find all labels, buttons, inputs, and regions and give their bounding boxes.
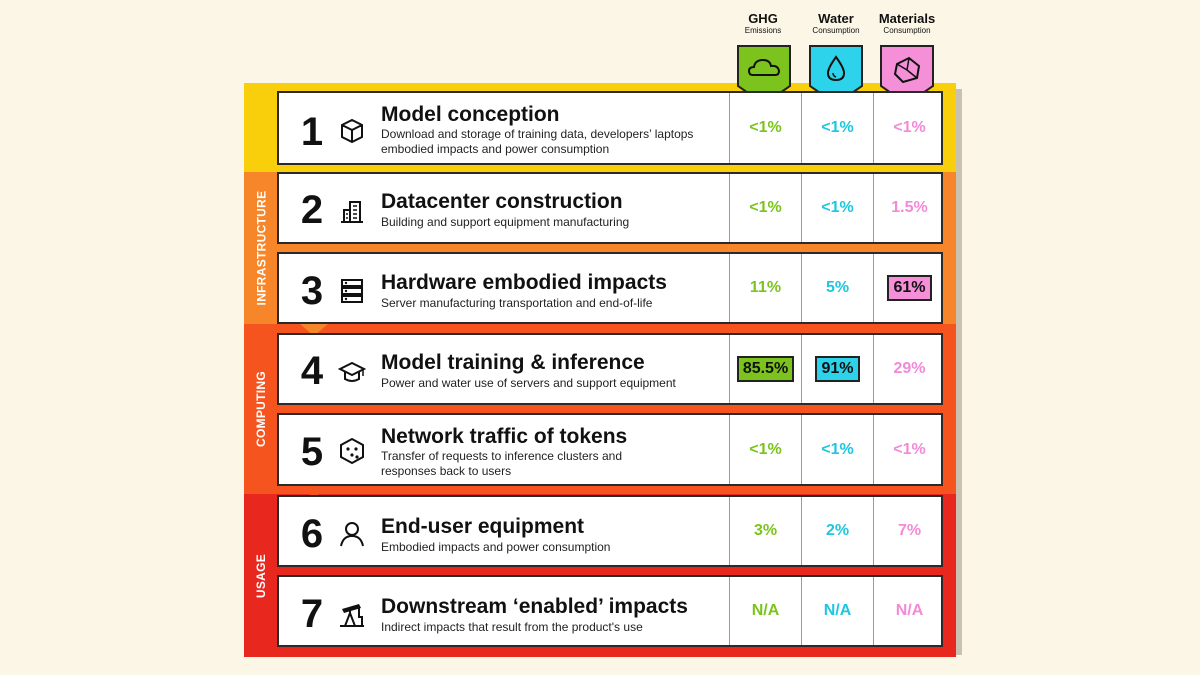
ghg-value: <1%	[729, 415, 801, 484]
stage-title: Model training & inference	[381, 351, 645, 374]
stage-title: Network traffic of tokens	[381, 425, 628, 448]
cloud-icon	[737, 45, 791, 106]
stage-description: Indirect impacts that result from the pr…	[381, 620, 643, 634]
cube-icon	[341, 118, 363, 144]
stage-row-5: 5 Network traffic of tokens Transfer of …	[277, 413, 943, 486]
stage-number: 6	[300, 512, 324, 556]
header-materials: Materials Consumption	[871, 11, 943, 36]
materials-value: 7%	[873, 497, 945, 565]
water-value: <1%	[801, 415, 873, 484]
ghg-value: <1%	[729, 174, 801, 242]
materials-value: <1%	[873, 415, 945, 484]
stage-description: Download and storage of training data, d…	[381, 127, 694, 156]
ghg-value: 85.5%	[729, 335, 801, 403]
header-materials-title: Materials	[878, 11, 936, 26]
header-ghg: GHG Emissions	[727, 11, 799, 36]
water-value: <1%	[801, 174, 873, 242]
stage-number: 5	[300, 430, 324, 474]
water-drop-icon	[809, 45, 863, 106]
graduation-cap-icon	[337, 361, 367, 382]
stage-description: Server manufacturing transportation and …	[381, 296, 653, 310]
stage-number: 2	[300, 188, 324, 232]
stage-row-2: 2 Datacenter construction Building and s…	[277, 172, 943, 244]
stage-description: Building and support equipment manufactu…	[381, 215, 630, 229]
materials-value: 61%	[873, 254, 945, 322]
stage-description: Embodied impacts and power consumption	[381, 540, 611, 554]
dice-icon	[340, 437, 364, 465]
highlight-badge: 85.5%	[736, 356, 795, 382]
oil-pump-icon	[340, 604, 364, 627]
stage-number: 4	[300, 349, 324, 393]
water-value: 5%	[801, 254, 873, 322]
stage-number: 3	[300, 269, 324, 313]
highlight-badge: 91%	[815, 356, 860, 382]
ghg-value: 11%	[729, 254, 801, 322]
stage-row-4: 4 Model training & inference Power and w…	[277, 333, 943, 405]
stage-title: End-user equipment	[381, 515, 585, 538]
ghg-value: <1%	[729, 93, 801, 163]
group-label-infrastructure: INFRASTRUCTURE	[254, 190, 268, 306]
server-icon	[341, 279, 363, 303]
rock-icon	[880, 45, 934, 106]
water-value: 91%	[801, 335, 873, 403]
stage-title: Hardware embodied impacts	[381, 271, 667, 294]
header-water-subtitle: Consumption	[812, 26, 860, 35]
stage-row-6: 6 End-user equipment Embodied impacts an…	[277, 495, 943, 567]
header-ghg-subtitle: Emissions	[744, 26, 782, 35]
stage-description: Power and water use of servers and suppo…	[381, 376, 676, 390]
header-materials-subtitle: Consumption	[883, 26, 931, 35]
user-icon	[340, 522, 364, 547]
stage-description: Transfer of requests to inference cluste…	[381, 449, 623, 478]
stage-number: 7	[300, 592, 324, 636]
water-value: N/A	[801, 577, 873, 645]
stage-row-3: 3 Hardware embodied impacts Server manuf…	[277, 252, 943, 324]
header-water: Water Consumption	[800, 11, 872, 36]
building-icon	[341, 201, 363, 223]
stage-title: Datacenter construction	[381, 190, 623, 213]
stage-title: Model conception	[381, 103, 560, 126]
materials-value: 29%	[873, 335, 945, 403]
ghg-value: 3%	[729, 497, 801, 565]
header-ghg-title: GHG	[748, 11, 778, 26]
group-label-usage: USAGE	[254, 553, 268, 598]
stage-title: Downstream ‘enabled’ impacts	[381, 595, 688, 618]
water-value: 2%	[801, 497, 873, 565]
water-value: <1%	[801, 93, 873, 163]
materials-value: N/A	[873, 577, 945, 645]
materials-value: <1%	[873, 93, 945, 163]
materials-value: 1.5%	[873, 174, 945, 242]
ghg-value: N/A	[729, 577, 801, 645]
stage-number: 1	[300, 110, 324, 154]
header-water-title: Water	[818, 11, 854, 26]
group-label-computing: COMPUTING	[254, 370, 268, 448]
stage-row-7: 7 Downstream ‘enabled’ impacts Indirect …	[277, 575, 943, 647]
stage-row-1: 1 Model conception Download and storage …	[277, 91, 943, 165]
highlight-badge: 61%	[887, 275, 932, 301]
